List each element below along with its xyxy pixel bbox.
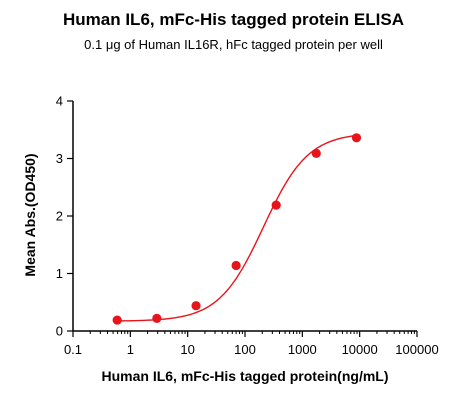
x-tick-label: 100 (234, 342, 256, 357)
x-tick-label: 0.1 (64, 342, 82, 357)
x-tick-label: 100000 (395, 342, 438, 357)
data-point (152, 313, 162, 323)
x-tick-label: 10000 (342, 342, 378, 357)
data-point (112, 315, 122, 325)
data-point (191, 301, 201, 311)
y-axis-label: Mean Abs.(OD450) (22, 153, 38, 276)
data-point (311, 148, 321, 158)
x-tick-label: 1000 (288, 342, 317, 357)
x-tick-label: 1 (127, 342, 134, 357)
y-tick-label: 1 (56, 266, 63, 281)
axes (67, 100, 418, 337)
data-point (231, 260, 241, 271)
x-tick-label: 10 (180, 342, 194, 357)
chart-title: Human IL6, mFc-His tagged protein ELISA (63, 10, 404, 29)
fit-curve (117, 134, 357, 322)
fit-curve-layer (117, 134, 357, 322)
data-point (271, 200, 281, 210)
y-tick-label: 3 (56, 151, 63, 166)
x-axis-label: Human IL6, mFc-His tagged protein(ng/mL) (101, 368, 388, 384)
y-tick-label: 0 (56, 324, 63, 339)
chart-subtitle: 0.1 μg of Human IL16R, hFc tagged protei… (84, 37, 383, 52)
y-tick-label: 4 (56, 94, 63, 109)
data-points-layer (112, 133, 362, 325)
tick-labels-layer: 0.1 1 10 100 1000 10000 100000 0 1 2 3 4 (56, 94, 439, 358)
data-point (351, 133, 362, 143)
y-tick-label: 2 (56, 209, 63, 224)
